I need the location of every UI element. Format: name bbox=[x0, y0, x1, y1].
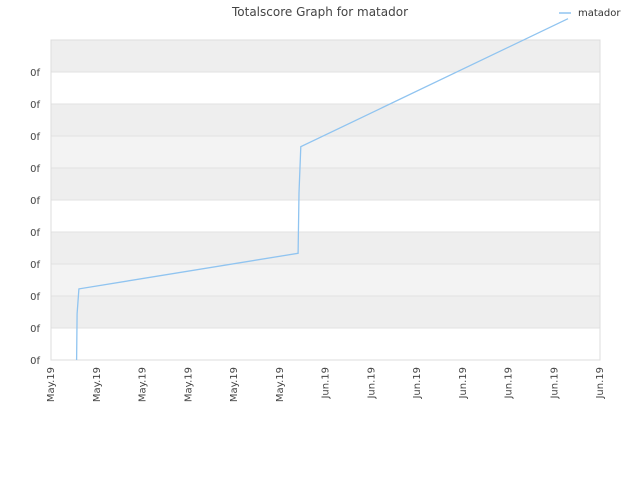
x-tick-label: Jun.19 bbox=[549, 367, 560, 400]
y-tick-label: 0f bbox=[30, 196, 40, 207]
y-tick-label: 0f bbox=[30, 324, 40, 335]
x-tick-label: Jun.19 bbox=[458, 367, 469, 400]
x-tick: Jun.19 bbox=[321, 367, 332, 400]
plot-band bbox=[51, 72, 600, 104]
x-tick: May.19 bbox=[138, 367, 149, 402]
series-layer bbox=[75, 18, 569, 361]
x-tick: May.19 bbox=[183, 367, 194, 402]
x-tick: Jun.19 bbox=[595, 367, 606, 400]
plot-bands bbox=[51, 40, 600, 360]
chart-title: Totalscore Graph for matador bbox=[231, 5, 408, 19]
x-tick: May.19 bbox=[275, 367, 286, 402]
y-tick-label: 0f bbox=[30, 164, 40, 175]
x-tick: Jun.19 bbox=[504, 367, 515, 400]
plot-band bbox=[51, 232, 600, 264]
x-tick-label: Jun.19 bbox=[366, 367, 377, 400]
x-tick-label: May.19 bbox=[92, 367, 103, 402]
x-tick: May.19 bbox=[46, 367, 57, 402]
x-tick-label: Jun.19 bbox=[504, 367, 515, 400]
x-tick-label: May.19 bbox=[275, 367, 286, 402]
x-tick: May.19 bbox=[229, 367, 240, 402]
x-axis-tick-labels: May.19 May.19 May.19 May.19 May.19 May.19 Jun.… bbox=[46, 367, 606, 402]
y-tick-label: 0f bbox=[30, 356, 40, 367]
x-tick-label: Jun.19 bbox=[412, 367, 423, 400]
plot-band bbox=[51, 264, 600, 296]
x-tick: Jun.19 bbox=[366, 367, 377, 400]
x-tick-label: Jun.19 bbox=[595, 367, 606, 400]
plot-band bbox=[51, 296, 600, 328]
x-tick: Jun.19 bbox=[549, 367, 560, 400]
x-tick: Jun.19 bbox=[458, 367, 469, 400]
y-tick-label: 0f bbox=[30, 260, 40, 271]
y-tick-label: 0f bbox=[30, 292, 40, 303]
y-tick-label: 0f bbox=[30, 100, 40, 111]
plot-band bbox=[51, 168, 600, 200]
y-tick-label: 0f bbox=[30, 132, 40, 143]
y-axis-tick-labels: 0f 0f 0f 0f 0f 0f 0f 0f 0f 0f bbox=[30, 68, 40, 367]
legend: matador bbox=[559, 8, 621, 19]
x-tick-label: May.19 bbox=[183, 367, 194, 402]
plot-band bbox=[51, 328, 600, 360]
x-tick-label: May.19 bbox=[138, 367, 149, 402]
x-tick: Jun.19 bbox=[412, 367, 423, 400]
plot-band bbox=[51, 200, 600, 232]
x-tick-label: Jun.19 bbox=[321, 367, 332, 400]
plot-band bbox=[51, 136, 600, 168]
x-tick: May.19 bbox=[92, 367, 103, 402]
legend-label-matador: matador bbox=[578, 8, 621, 19]
x-tick-label: May.19 bbox=[46, 367, 57, 402]
series-line-matador bbox=[75, 18, 569, 361]
y-tick-label: 0f bbox=[30, 228, 40, 239]
plot-frame bbox=[50, 39, 601, 361]
plot-band bbox=[51, 40, 600, 72]
plot-band bbox=[51, 104, 600, 136]
x-tick-label: May.19 bbox=[229, 367, 240, 402]
grid-lines bbox=[51, 71, 600, 329]
y-tick-label: 0f bbox=[30, 68, 40, 79]
